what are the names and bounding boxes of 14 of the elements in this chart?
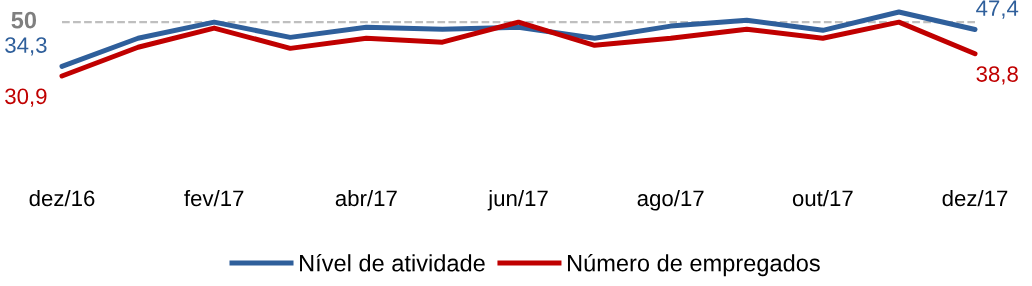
x-tick-label: abr/17	[335, 189, 397, 207]
x-tick-label: ago/17	[637, 189, 704, 211]
x-tick-label: out/17	[792, 189, 853, 207]
data-label: 34,3	[5, 37, 47, 56]
data-label: 38,8	[976, 66, 1018, 85]
legend-label: Número de empregados	[567, 253, 820, 277]
data-label: 47,4	[976, 0, 1019, 19]
x-tick-label: jun/17	[487, 189, 548, 211]
data-label: 30,9	[5, 88, 47, 107]
x-tick-label: fev/17	[184, 189, 244, 207]
ref-line-label: 50	[11, 11, 37, 29]
x-tick-label: dez/17	[942, 189, 1008, 207]
legend-label: Nível de atividade	[300, 253, 485, 272]
x-tick-label: dez/16	[29, 189, 95, 207]
